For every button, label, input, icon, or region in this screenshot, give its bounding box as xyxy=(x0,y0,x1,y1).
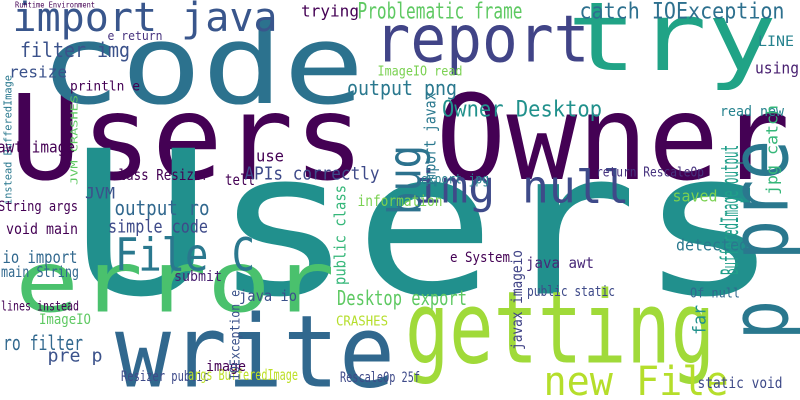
word: java awt xyxy=(526,254,594,272)
word: simple code xyxy=(108,217,208,238)
word: report xyxy=(375,3,590,78)
word: Owner Desktop xyxy=(442,98,602,123)
word: far xyxy=(690,305,711,335)
word: javax imageio xyxy=(508,250,526,350)
word: ro filter xyxy=(3,331,83,355)
word: JVM xyxy=(85,184,115,203)
word: p pre xyxy=(714,140,800,340)
word: Runtime Environment xyxy=(15,1,95,10)
word: RescaleOp 25f xyxy=(340,370,420,386)
word: ImageIO read xyxy=(378,65,463,80)
word: public static xyxy=(527,284,615,300)
word: File C xyxy=(115,229,255,282)
word: main String xyxy=(1,263,79,281)
word: jpg catch xyxy=(763,105,782,195)
word: export jpg xyxy=(421,173,489,188)
word: APIs correctly xyxy=(245,164,380,185)
word: getting xyxy=(405,270,715,387)
word: code xyxy=(40,1,365,129)
word: Of null xyxy=(690,287,740,302)
word: lines instead xyxy=(1,300,79,315)
word: using xyxy=(755,59,799,78)
word: return RescaleOp xyxy=(596,166,704,181)
word: awt image xyxy=(0,138,75,157)
word: e return xyxy=(108,29,163,43)
word: Resizer public xyxy=(121,369,209,385)
word: filter img xyxy=(20,38,130,62)
word: new File xyxy=(544,359,729,400)
word: pre p xyxy=(48,346,103,367)
word: tell xyxy=(225,171,255,189)
word: ImageIO xyxy=(39,312,91,328)
word: output ro xyxy=(115,196,210,220)
word: println e xyxy=(70,80,140,95)
word: img null xyxy=(415,161,630,214)
word: io import xyxy=(3,248,78,268)
word: Desktop export xyxy=(337,286,467,310)
word: import javax xyxy=(421,92,440,187)
word: args BufferedImage xyxy=(188,366,298,384)
word: output png xyxy=(347,76,457,100)
word: information xyxy=(358,192,443,210)
word: saved xyxy=(673,187,718,206)
word: submit xyxy=(174,269,222,285)
word: resize xyxy=(9,63,67,82)
word: instead BufferedImage xyxy=(2,75,15,205)
word: image xyxy=(206,359,246,375)
word: try xyxy=(567,0,777,93)
word: CRASHES xyxy=(336,315,388,330)
word: import java xyxy=(13,0,278,41)
word: error xyxy=(15,234,335,333)
word: e System xyxy=(450,250,510,266)
word: trying xyxy=(301,2,359,21)
word: BufferedImage output xyxy=(716,145,744,275)
word: use xyxy=(256,147,284,166)
word: IOException e xyxy=(229,290,244,380)
word: public class xyxy=(331,185,350,285)
word: Problematic frame xyxy=(358,0,523,25)
word: Users xyxy=(70,109,780,342)
word: String args xyxy=(0,199,78,215)
word: JVM CRASHES xyxy=(70,95,81,185)
word: bug xyxy=(379,145,432,215)
word: detected xyxy=(676,236,748,255)
word: LINE xyxy=(758,34,794,50)
word: static void xyxy=(698,374,783,392)
word: Users Owner xyxy=(10,69,790,207)
word: catch IOException xyxy=(580,0,785,25)
word: read new xyxy=(720,104,785,120)
word: java io xyxy=(239,287,297,305)
word: class Resizer xyxy=(111,166,209,184)
word: write xyxy=(115,294,395,400)
word: void main xyxy=(6,220,78,238)
